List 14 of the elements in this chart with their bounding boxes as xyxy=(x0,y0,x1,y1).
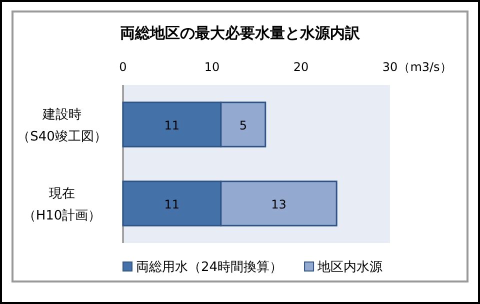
x-axis-title: （m3/s） xyxy=(398,60,452,74)
y-tick-label: 現在（H10計画） xyxy=(22,186,102,224)
x-tick-label: 30 xyxy=(382,60,398,74)
data-label: 5 xyxy=(239,118,247,132)
chart-title: 両総地区の最大必要水量と水源内訳 xyxy=(120,24,361,42)
x-tick-label: 10 xyxy=(204,60,220,74)
data-label: 13 xyxy=(271,198,286,212)
data-label: 11 xyxy=(164,118,180,132)
legend-label: 地区内水源 xyxy=(316,260,383,275)
data-label: 11 xyxy=(164,198,180,212)
y-tick-label: 建設時（S40竣工図） xyxy=(17,108,107,144)
x-tick-label: 20 xyxy=(293,60,309,74)
x-tick-label: 0 xyxy=(119,60,127,74)
legend-label: 両総用水（24時間換算） xyxy=(136,260,283,275)
